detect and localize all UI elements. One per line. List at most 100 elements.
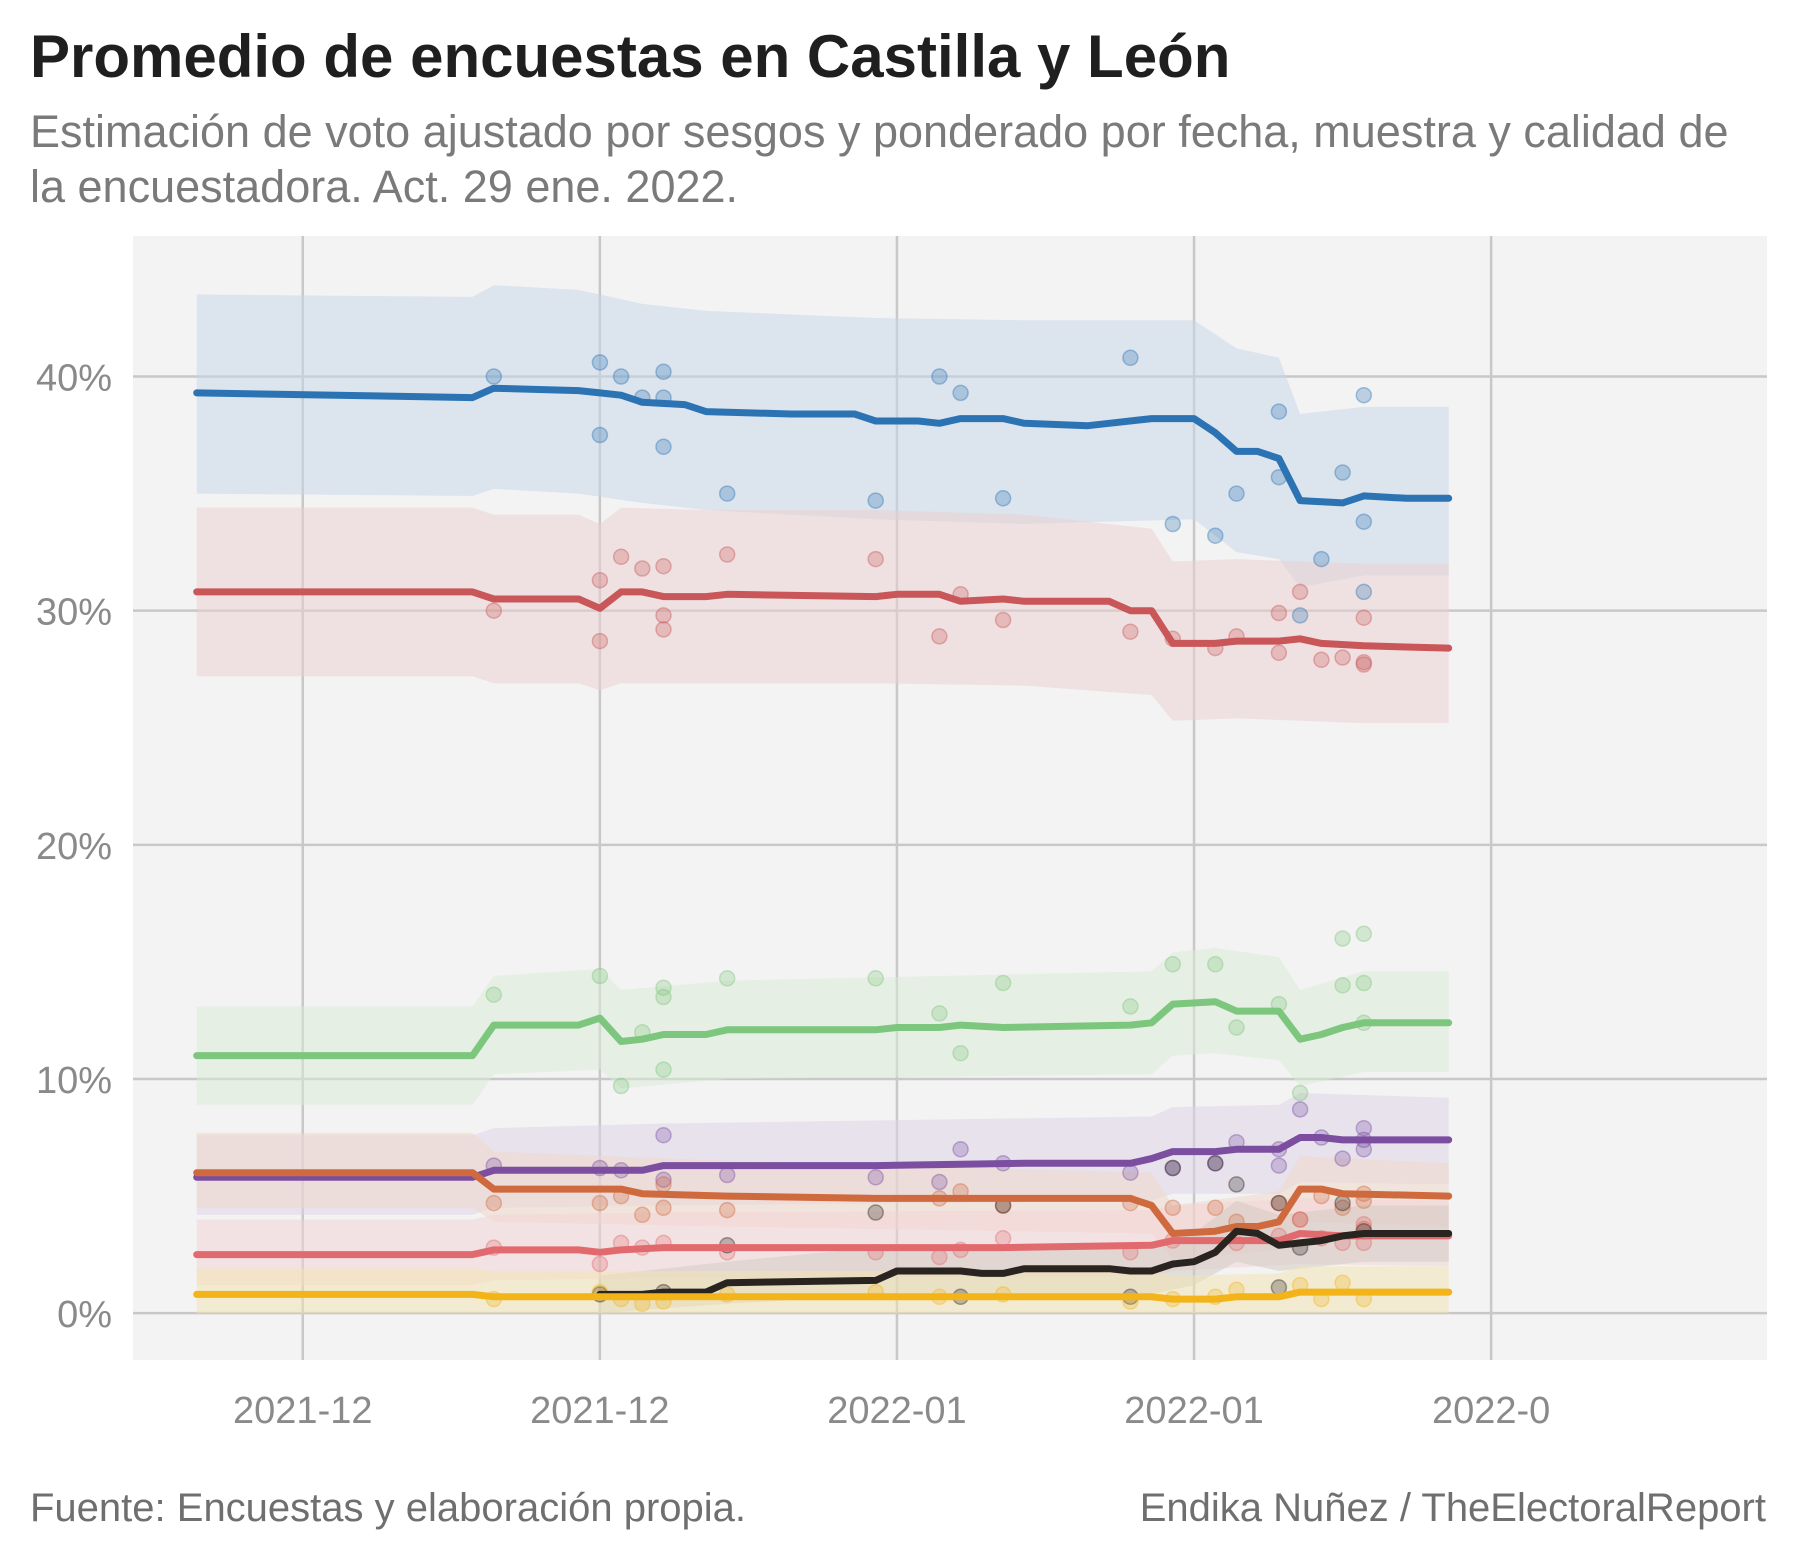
- poll-point-6-8: [1207, 1155, 1224, 1172]
- poll-point-2-5: [655, 988, 672, 1006]
- credit-caption: Endika Nuñez / TheElectoralReport: [1139, 1486, 1766, 1530]
- poll-point-1-1: [591, 571, 609, 589]
- poll-point-0-8: [718, 485, 736, 502]
- poll-point-0-3: [612, 368, 630, 385]
- confidence-bands: [196, 285, 1449, 1314]
- poll-point-3-19: [1355, 1119, 1373, 1137]
- poll-point-0-12: [994, 490, 1012, 507]
- poll-point-4-14: [1270, 1194, 1288, 1212]
- poll-point-3-21: [1355, 1141, 1373, 1158]
- poll-point-1-5: [655, 557, 672, 575]
- poll-point-2-2: [612, 1077, 630, 1095]
- poll-point-4-5: [655, 1176, 672, 1193]
- poll-point-6-7: [1164, 1159, 1182, 1177]
- poll-point-4-11: [1164, 1199, 1182, 1217]
- poll-point-3-10: [1122, 1164, 1139, 1181]
- poll-point-2-12: [1122, 998, 1139, 1015]
- poll-point-1-3: [612, 548, 630, 566]
- poll-point-2-11: [994, 974, 1012, 992]
- poll-point-3-18: [1334, 1150, 1351, 1167]
- x-tick-label-2: 2022-01: [827, 1390, 966, 1432]
- band-series-0: [196, 285, 1449, 588]
- poll-point-1-0: [485, 602, 503, 619]
- poll-point-0-9: [867, 492, 884, 509]
- y-tick-label-0: 0%: [57, 1294, 112, 1336]
- x-tick-label-4: 2022-0: [1432, 1390, 1550, 1432]
- poll-point-2-6: [655, 1061, 672, 1078]
- trend-line-4: [193, 1169, 1453, 1237]
- poll-point-1-6: [655, 607, 672, 624]
- x-axis: 2021-12 2021-12 2022-01 2022-01 2022-0: [233, 1390, 1550, 1432]
- poll-point-1-13: [1122, 623, 1139, 640]
- poll-point-3-7: [931, 1173, 948, 1191]
- poll-point-0-0: [485, 368, 503, 385]
- poll-point-7-15: [1334, 1274, 1351, 1291]
- poll-point-2-1: [591, 967, 609, 985]
- poll-point-1-7: [655, 621, 672, 638]
- poll-point-0-5: [655, 363, 672, 381]
- poll-point-6-3: [867, 1204, 884, 1221]
- poll-point-1-9: [867, 550, 884, 568]
- poll-point-1-12: [994, 611, 1012, 629]
- poll-point-4-4: [655, 1199, 672, 1217]
- poll-point-0-17: [1270, 403, 1288, 420]
- poll-point-1-19: [1291, 583, 1309, 601]
- poll-point-1-23: [1355, 653, 1373, 671]
- poll-point-0-1: [591, 354, 609, 371]
- poll-point-3-3: [655, 1126, 672, 1144]
- poll-point-1-21: [1334, 649, 1351, 666]
- poll-point-0-22: [1355, 386, 1373, 404]
- poll-point-5-9: [994, 1229, 1012, 1247]
- poll-point-2-14: [1207, 956, 1224, 973]
- poll-point-1-18: [1270, 644, 1288, 662]
- band-series-7: [196, 1266, 1449, 1314]
- poll-point-2-13: [1164, 956, 1182, 973]
- trend-line-1: [193, 588, 1453, 652]
- poll-point-2-20: [1355, 925, 1373, 943]
- poll-point-0-16: [1228, 485, 1245, 502]
- poll-point-3-11: [1164, 1159, 1182, 1177]
- poll-point-4-15: [1291, 1211, 1309, 1228]
- poll-point-4-6: [718, 1201, 736, 1219]
- poll-point-3-5: [718, 1166, 736, 1184]
- poll-point-4-0: [485, 1194, 503, 1212]
- y-axis: 0% 10% 20% 30% 40%: [36, 358, 112, 1337]
- poll-point-2-17: [1291, 1084, 1309, 1102]
- trend-line-5: [193, 1230, 1453, 1259]
- poll-point-2-7: [718, 970, 736, 987]
- poll-point-0-13: [1122, 349, 1139, 367]
- poll-point-6-13: [1334, 1194, 1351, 1212]
- y-tick-label-2: 20%: [36, 826, 112, 868]
- poll-point-0-2: [591, 426, 609, 444]
- poll-point-3-14: [1270, 1157, 1288, 1174]
- poll-point-6-9: [1228, 1176, 1245, 1193]
- x-tick-label-0: 2021-12: [233, 1390, 372, 1432]
- trend-line-7: [193, 1288, 1453, 1303]
- poll-point-1-2: [591, 632, 609, 650]
- y-tick-label-4: 40%: [36, 358, 112, 400]
- trend-line-2: [193, 998, 1453, 1060]
- poll-point-3-12: [1207, 1155, 1224, 1172]
- poll-point-1-17: [1270, 604, 1288, 622]
- x-tick-label-3: 2022-01: [1124, 1390, 1263, 1432]
- poll-point-0-7: [655, 438, 672, 456]
- trend-line-0: [193, 384, 1453, 507]
- poll-point-0-21: [1334, 464, 1351, 481]
- trend-line-6: [596, 1227, 1453, 1298]
- poll-point-1-20: [1313, 651, 1330, 669]
- poll-point-0-14: [1164, 515, 1182, 533]
- poll-point-5-14: [1291, 1211, 1309, 1228]
- poll-point-2-0: [485, 986, 503, 1003]
- poll-point-1-24: [1355, 656, 1373, 673]
- poll-point-3-16: [1291, 1101, 1309, 1118]
- chart-subtitle: Estimación de voto ajustado por sesgos y…: [30, 106, 1729, 212]
- chart-title: Promedio de encuestas en Castilla y León: [30, 23, 1231, 90]
- poll-point-2-18: [1334, 930, 1351, 947]
- y-tick-label-3: 30%: [36, 592, 112, 634]
- poll-point-1-10: [931, 628, 948, 645]
- poll-point-0-19: [1291, 607, 1309, 624]
- poll-point-5-1: [591, 1255, 609, 1273]
- poll-point-0-10: [931, 368, 948, 385]
- band-series-1: [196, 507, 1449, 724]
- poll-point-2-4: [655, 979, 672, 996]
